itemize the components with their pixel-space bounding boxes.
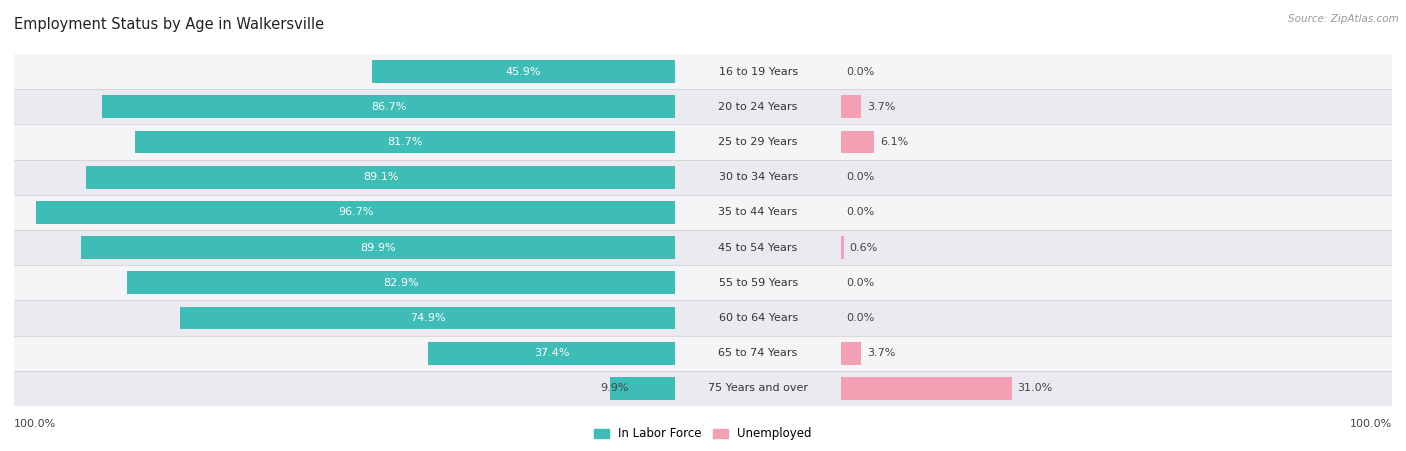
Bar bbox=[127, 272, 675, 294]
Text: 100.0%: 100.0% bbox=[14, 419, 56, 429]
Text: 75 Years and over: 75 Years and over bbox=[709, 383, 808, 393]
Bar bbox=[37, 201, 675, 224]
Bar bbox=[14, 160, 675, 195]
Bar bbox=[14, 124, 675, 160]
Text: 65 to 74 Years: 65 to 74 Years bbox=[718, 348, 797, 358]
Bar bbox=[371, 60, 675, 83]
Text: 96.7%: 96.7% bbox=[337, 207, 374, 217]
Text: 86.7%: 86.7% bbox=[371, 102, 406, 112]
Text: 16 to 19 Years: 16 to 19 Years bbox=[718, 67, 797, 77]
Text: 35 to 44 Years: 35 to 44 Years bbox=[718, 207, 797, 217]
Bar bbox=[675, 89, 841, 124]
Bar bbox=[675, 160, 841, 195]
Bar bbox=[82, 236, 675, 259]
Bar bbox=[675, 230, 841, 265]
Bar bbox=[841, 131, 875, 153]
Legend: In Labor Force, Unemployed: In Labor Force, Unemployed bbox=[589, 423, 817, 445]
Bar bbox=[86, 166, 675, 189]
Text: 6.1%: 6.1% bbox=[880, 137, 908, 147]
Text: 0.6%: 0.6% bbox=[849, 243, 877, 253]
Bar bbox=[14, 300, 675, 336]
Bar bbox=[841, 300, 1392, 336]
Bar bbox=[14, 54, 675, 89]
Text: 0.0%: 0.0% bbox=[846, 313, 875, 323]
Bar bbox=[841, 89, 1392, 124]
Bar bbox=[103, 96, 675, 118]
Bar bbox=[610, 377, 675, 400]
Text: Source: ZipAtlas.com: Source: ZipAtlas.com bbox=[1288, 14, 1399, 23]
Bar bbox=[841, 195, 1392, 230]
Bar bbox=[675, 336, 841, 371]
Bar bbox=[180, 307, 675, 329]
Text: 3.7%: 3.7% bbox=[866, 348, 896, 358]
Bar bbox=[14, 265, 675, 300]
Text: 81.7%: 81.7% bbox=[388, 137, 423, 147]
Text: 74.9%: 74.9% bbox=[411, 313, 446, 323]
Bar bbox=[841, 54, 1392, 89]
Text: 45 to 54 Years: 45 to 54 Years bbox=[718, 243, 797, 253]
Text: Employment Status by Age in Walkersville: Employment Status by Age in Walkersville bbox=[14, 17, 325, 32]
Bar bbox=[841, 342, 862, 364]
Bar bbox=[14, 195, 675, 230]
Text: 82.9%: 82.9% bbox=[384, 278, 419, 288]
Text: 0.0%: 0.0% bbox=[846, 207, 875, 217]
Text: 25 to 29 Years: 25 to 29 Years bbox=[718, 137, 797, 147]
Text: 0.0%: 0.0% bbox=[846, 278, 875, 288]
Bar bbox=[841, 371, 1392, 406]
Text: 0.0%: 0.0% bbox=[846, 172, 875, 182]
Text: 89.1%: 89.1% bbox=[363, 172, 398, 182]
Bar bbox=[675, 371, 841, 406]
Bar bbox=[841, 96, 862, 118]
Text: 100.0%: 100.0% bbox=[1350, 419, 1392, 429]
Bar bbox=[841, 124, 1392, 160]
Bar bbox=[841, 236, 844, 259]
Text: 31.0%: 31.0% bbox=[1017, 383, 1053, 393]
Bar bbox=[841, 336, 1392, 371]
Text: 55 to 59 Years: 55 to 59 Years bbox=[718, 278, 797, 288]
Text: 37.4%: 37.4% bbox=[534, 348, 569, 358]
Bar bbox=[675, 54, 841, 89]
Bar bbox=[14, 230, 675, 265]
Bar bbox=[841, 160, 1392, 195]
Bar bbox=[841, 377, 1012, 400]
Bar bbox=[675, 195, 841, 230]
Text: 20 to 24 Years: 20 to 24 Years bbox=[718, 102, 797, 112]
Bar bbox=[14, 371, 675, 406]
Bar bbox=[675, 265, 841, 300]
Text: 45.9%: 45.9% bbox=[506, 67, 541, 77]
Text: 89.9%: 89.9% bbox=[360, 243, 396, 253]
Bar bbox=[841, 230, 1392, 265]
Bar bbox=[841, 265, 1392, 300]
Bar bbox=[14, 336, 675, 371]
Text: 3.7%: 3.7% bbox=[866, 102, 896, 112]
Text: 9.9%: 9.9% bbox=[600, 383, 628, 393]
Bar bbox=[427, 342, 675, 364]
Text: 0.0%: 0.0% bbox=[846, 67, 875, 77]
Text: 60 to 64 Years: 60 to 64 Years bbox=[718, 313, 797, 323]
Bar bbox=[675, 300, 841, 336]
Bar bbox=[14, 89, 675, 124]
Bar bbox=[675, 124, 841, 160]
Text: 30 to 34 Years: 30 to 34 Years bbox=[718, 172, 797, 182]
Bar bbox=[135, 131, 675, 153]
